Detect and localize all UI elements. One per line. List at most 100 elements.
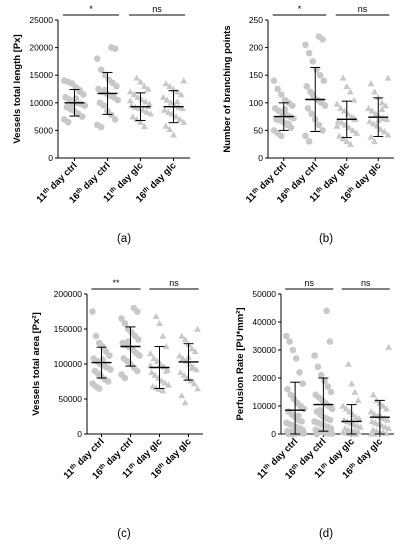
y-tick-label: 10000 <box>29 98 53 108</box>
data-point <box>328 405 336 413</box>
data-point <box>163 96 171 103</box>
data-point <box>355 415 363 422</box>
data-point <box>114 96 122 104</box>
data-point <box>133 74 141 81</box>
data-point <box>333 122 341 129</box>
data-point <box>278 91 285 98</box>
data-point <box>302 41 309 49</box>
data-point <box>121 374 129 382</box>
data-point <box>274 85 281 93</box>
y-axis-label: Perfusion Rate [PU*mm²] <box>235 308 246 421</box>
data-point <box>162 367 170 374</box>
data-point <box>309 58 317 65</box>
data-point <box>148 369 156 376</box>
data-point <box>106 352 113 359</box>
y-tick-label: 10000 <box>252 401 276 411</box>
y-tick-label: 250 <box>249 15 263 25</box>
data-point <box>167 99 175 106</box>
data-point <box>176 115 184 123</box>
data-point <box>334 117 342 124</box>
y-tick-label: 150000 <box>54 324 83 334</box>
data-point <box>181 336 189 343</box>
y-tick-label: 50000 <box>58 394 82 404</box>
data-point <box>97 123 105 131</box>
series-3 <box>126 74 155 130</box>
data-point <box>289 346 297 354</box>
data-point <box>111 116 119 123</box>
y-tick-label: 20000 <box>29 43 53 53</box>
significance-label: ns <box>169 278 179 288</box>
y-axis-label: Number of branching points <box>222 25 233 152</box>
significance-label: ns <box>361 278 371 288</box>
data-point <box>344 360 352 367</box>
data-point <box>384 416 391 423</box>
data-point <box>113 82 120 90</box>
data-point <box>162 122 170 129</box>
panel-d: 0 10000 20000 30000 40000 50000 Perfusion Rate… <box>235 278 394 540</box>
data-point <box>319 36 326 43</box>
data-point <box>281 106 289 113</box>
data-point <box>295 412 302 420</box>
data-point <box>130 91 138 98</box>
data-point <box>179 104 186 112</box>
data-point <box>121 320 129 327</box>
y-tick-label: 0 <box>258 153 263 163</box>
data-point <box>351 388 359 395</box>
data-point <box>64 118 72 126</box>
data-point <box>102 363 110 371</box>
data-point <box>151 371 159 378</box>
data-point <box>347 140 354 147</box>
significance-label: ns <box>358 4 368 14</box>
data-point <box>162 80 170 87</box>
data-point <box>367 80 375 87</box>
y-tick-label: 15000 <box>29 70 53 80</box>
data-point <box>89 308 96 315</box>
data-point <box>97 66 105 73</box>
data-point <box>339 402 347 409</box>
data-point <box>104 378 112 385</box>
data-point <box>129 113 137 120</box>
data-point <box>371 88 378 95</box>
data-point <box>378 99 386 106</box>
data-point <box>315 121 323 129</box>
series-3 <box>339 360 364 437</box>
data-point <box>137 118 144 125</box>
data-point <box>147 110 155 117</box>
data-point <box>154 374 162 381</box>
data-point <box>111 45 119 53</box>
data-point <box>99 343 106 350</box>
data-point <box>76 86 83 94</box>
data-point <box>286 338 293 345</box>
y-tick-label: 200000 <box>54 289 83 299</box>
data-point <box>165 381 172 388</box>
data-point <box>320 77 328 85</box>
data-point <box>143 108 151 115</box>
data-point <box>383 430 390 437</box>
data-point <box>93 55 101 62</box>
data-point <box>81 102 89 109</box>
data-point <box>188 345 196 352</box>
data-point <box>298 418 305 425</box>
data-point <box>162 343 170 350</box>
series-4 <box>367 343 393 437</box>
data-point <box>374 93 382 100</box>
data-point <box>300 430 308 437</box>
series-1 <box>60 77 89 126</box>
data-point <box>173 88 181 95</box>
series-4 <box>159 77 188 138</box>
data-point <box>147 350 154 357</box>
data-point <box>340 107 348 114</box>
data-point <box>194 385 201 392</box>
panel-label: (c) <box>117 528 131 540</box>
data-point <box>283 332 290 340</box>
data-point <box>126 88 134 95</box>
data-point <box>327 388 335 396</box>
data-point <box>321 377 328 385</box>
data-point <box>385 343 393 350</box>
data-point <box>135 336 142 343</box>
data-point <box>137 78 144 85</box>
data-point <box>140 123 148 130</box>
data-point <box>180 118 188 125</box>
y-tick-label: 25000 <box>29 15 53 25</box>
